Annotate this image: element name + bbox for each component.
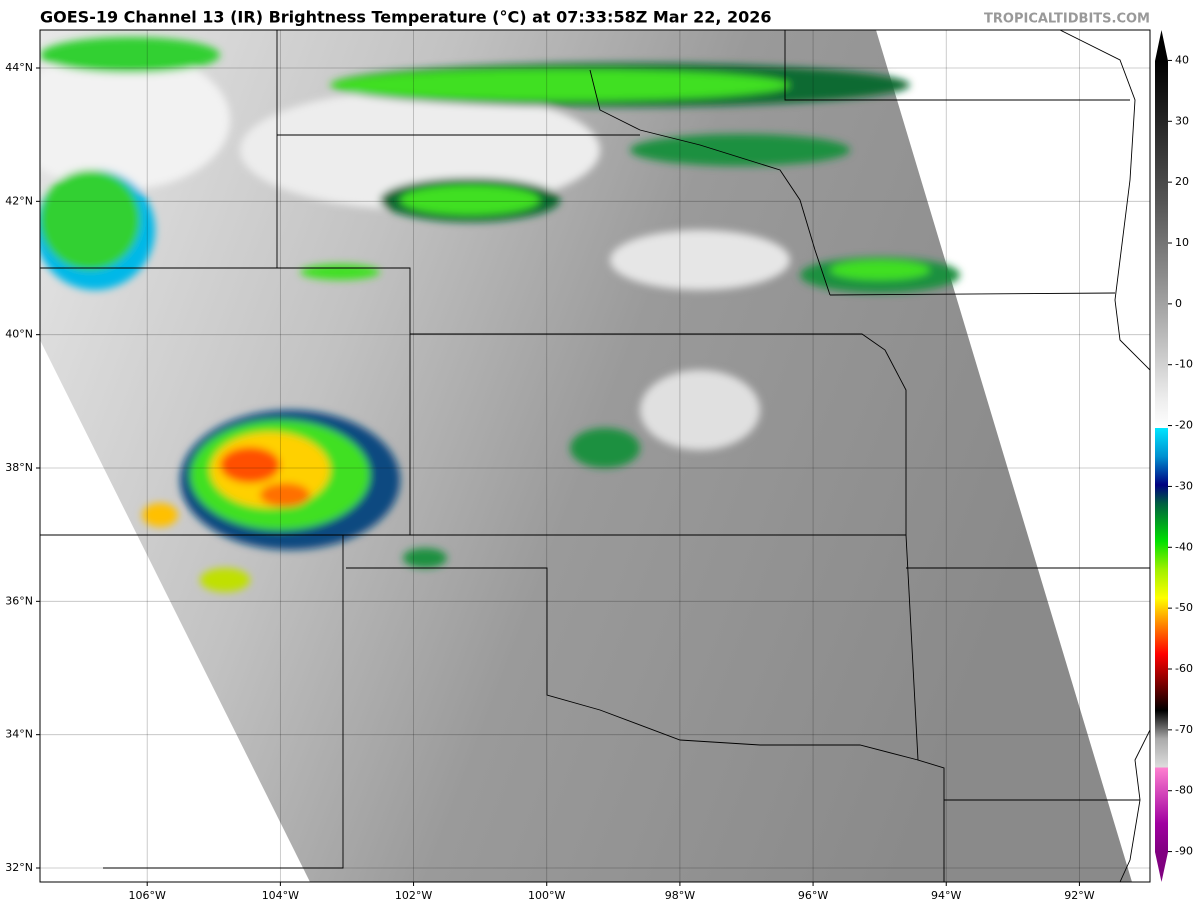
- map-frame: [39, 29, 1151, 883]
- state-border: [410, 333, 907, 535]
- cloud: [40, 37, 220, 73]
- state-border: [905, 534, 945, 882]
- river-border: [1119, 729, 1150, 882]
- colorbar-tick-label: 40: [1175, 53, 1189, 66]
- title: GOES-19 Channel 13 (IR) Brightness Tempe…: [40, 8, 772, 27]
- colorbar-body: [1155, 61, 1168, 852]
- x-tick-label: 102°W: [395, 889, 432, 902]
- cloud: [40, 50, 230, 190]
- colorbar-tick-label: -30: [1175, 479, 1193, 492]
- x-tick-label: 92°W: [1064, 889, 1094, 902]
- x-tick-label: 100°W: [528, 889, 565, 902]
- colorbar-tick-label: -50: [1175, 601, 1193, 614]
- y-tick-label: 34°N: [5, 728, 33, 741]
- state-border: [40, 267, 411, 535]
- colorbar-tick-label: -20: [1175, 419, 1193, 432]
- y-tick-label: 32°N: [5, 861, 33, 874]
- x-tick-label: 96°W: [798, 889, 828, 902]
- state-border: [589, 69, 831, 296]
- colorbar-tick-label: 30: [1175, 114, 1189, 127]
- credit: TROPICALTIDBITS.COM: [984, 12, 1150, 27]
- cloud: [142, 503, 178, 527]
- x-tick-label: 98°W: [665, 889, 695, 902]
- cloud: [220, 447, 280, 483]
- cloud: [570, 428, 640, 468]
- colorbar-tick-label: -80: [1175, 784, 1193, 797]
- colorbar-tick-label: -40: [1175, 540, 1193, 553]
- colorbar-bottom-extension: [1155, 852, 1168, 882]
- river-border: [1059, 30, 1150, 371]
- state-border: [346, 567, 919, 761]
- boundaries: [40, 30, 1150, 882]
- colorbar-tick-label: 10: [1175, 236, 1189, 249]
- cloud: [300, 264, 380, 280]
- colorbar-tick-label: 20: [1175, 175, 1189, 188]
- cloud: [240, 90, 600, 210]
- x-tick-label: 94°W: [931, 889, 961, 902]
- y-tick-label: 36°N: [5, 594, 33, 607]
- y-tick-label: 40°N: [5, 328, 33, 341]
- cloud: [830, 260, 930, 280]
- y-tick-label: 42°N: [5, 194, 33, 207]
- cloud: [403, 548, 447, 568]
- colorbar-tick-label: -60: [1175, 662, 1193, 675]
- map-area: [40, 30, 1150, 882]
- axes: 106°W 104°W 102°W 100°W 98°W 96°W 94°W 92°W 32°N…: [5, 30, 1150, 902]
- cloud-tops: [40, 37, 960, 592]
- x-tick-label: 104°W: [262, 889, 299, 902]
- y-tick-label: 44°N: [5, 61, 33, 74]
- colorbar-tick-label: -10: [1175, 358, 1193, 371]
- colorbar-tick-label: 0: [1175, 297, 1182, 310]
- cloud: [260, 483, 310, 507]
- y-tick-label: 38°N: [5, 461, 33, 474]
- state-border: [829, 292, 1116, 296]
- state-border: [784, 30, 1130, 101]
- cloud: [640, 370, 760, 450]
- cloud: [630, 134, 850, 166]
- colorbar: [1155, 30, 1168, 882]
- cloud: [610, 230, 790, 290]
- x-tick-label: 106°W: [129, 889, 166, 902]
- colorbar-tick-label: -90: [1175, 845, 1193, 858]
- cloud: [200, 568, 250, 592]
- state-border: [103, 535, 344, 869]
- colorbar-tick-label: -70: [1175, 723, 1193, 736]
- cloud: [330, 69, 790, 101]
- colorbar-top-extension: [1155, 30, 1168, 61]
- cloud: [40, 170, 140, 270]
- cloud: [400, 185, 540, 215]
